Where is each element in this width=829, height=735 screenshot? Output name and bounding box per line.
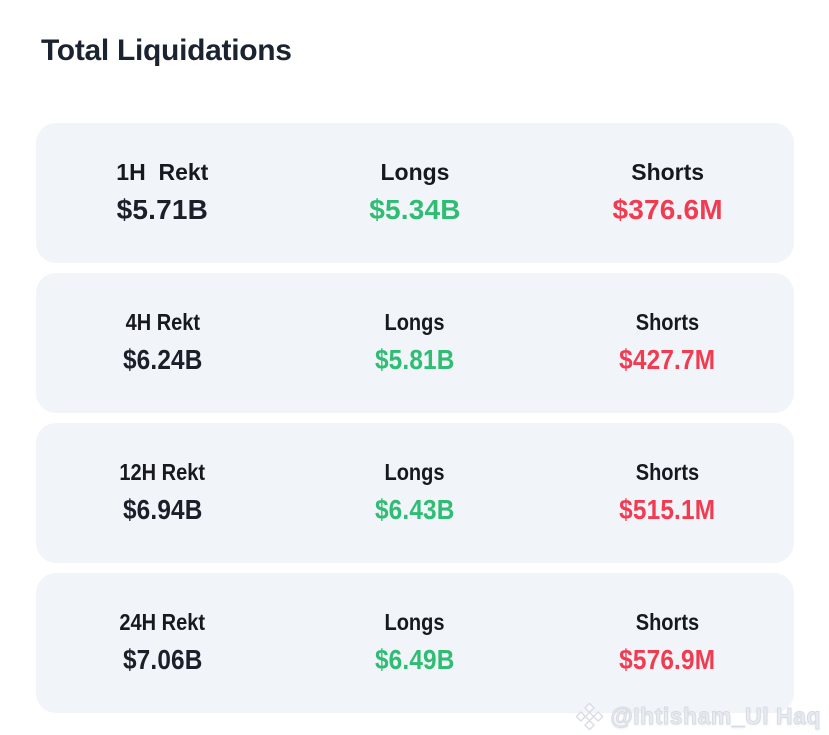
longs-value: $5.81B [375,344,455,376]
period-column: 24H Rekt $7.06B [36,608,289,676]
period-value: $6.94B [122,494,203,526]
shorts-column: Shorts $576.9M [541,608,794,676]
period-label: 12H Rekt [119,458,206,485]
period-column: 1H Rekt $5.71B [36,158,289,226]
period-column: 12H Rekt $6.94B [36,458,289,526]
longs-value: $6.43B [375,494,455,526]
longs-column: Longs $5.81B [289,308,542,376]
period-label: 4H Rekt [125,308,200,335]
liquidation-card: 24H Rekt $7.06B Longs $6.49B Shorts $576… [36,573,794,713]
longs-column: Longs $6.49B [289,608,542,676]
longs-label: Longs [384,458,445,485]
liquidation-card: 12H Rekt $6.94B Longs $6.43B Shorts $515… [36,423,794,563]
shorts-column: Shorts $376.6M [541,158,794,226]
binance-diamond-icon [575,702,604,731]
longs-label: Longs [384,608,445,635]
shorts-value: $576.9M [619,644,716,676]
period-label: 1H Rekt [116,158,209,185]
longs-value: $6.49B [375,644,455,676]
shorts-label: Shorts [631,158,705,185]
shorts-column: Shorts $515.1M [541,458,794,526]
shorts-label: Shorts [635,608,700,635]
shorts-label: Shorts [635,308,700,335]
liquidation-card: 1H Rekt $5.71B Longs $5.34B Shorts $376.… [36,123,794,263]
period-column: 4H Rekt $6.24B [36,308,289,376]
watermark-handle: @Ihtisham_Ul Haq [610,703,821,730]
watermark: @Ihtisham_Ul Haq [575,702,821,731]
longs-column: Longs $5.34B [289,158,542,226]
shorts-column: Shorts $427.7M [541,308,794,376]
period-label: 24H Rekt [119,608,206,635]
period-value: $6.24B [122,344,203,376]
liquidation-card: 4H Rekt $6.24B Longs $5.81B Shorts $427.… [36,273,794,413]
period-value: $7.06B [122,644,203,676]
longs-column: Longs $6.43B [289,458,542,526]
period-value: $5.71B [116,194,209,226]
longs-value: $5.34B [369,194,461,226]
longs-label: Longs [384,308,445,335]
page-title: Total Liquidations [41,34,292,67]
cards-list: 1H Rekt $5.71B Longs $5.34B Shorts $376.… [36,123,794,723]
shorts-value: $515.1M [619,494,716,526]
shorts-value: $376.6M [612,194,723,226]
shorts-label: Shorts [635,458,700,485]
longs-label: Longs [380,158,450,185]
shorts-value: $427.7M [619,344,716,376]
